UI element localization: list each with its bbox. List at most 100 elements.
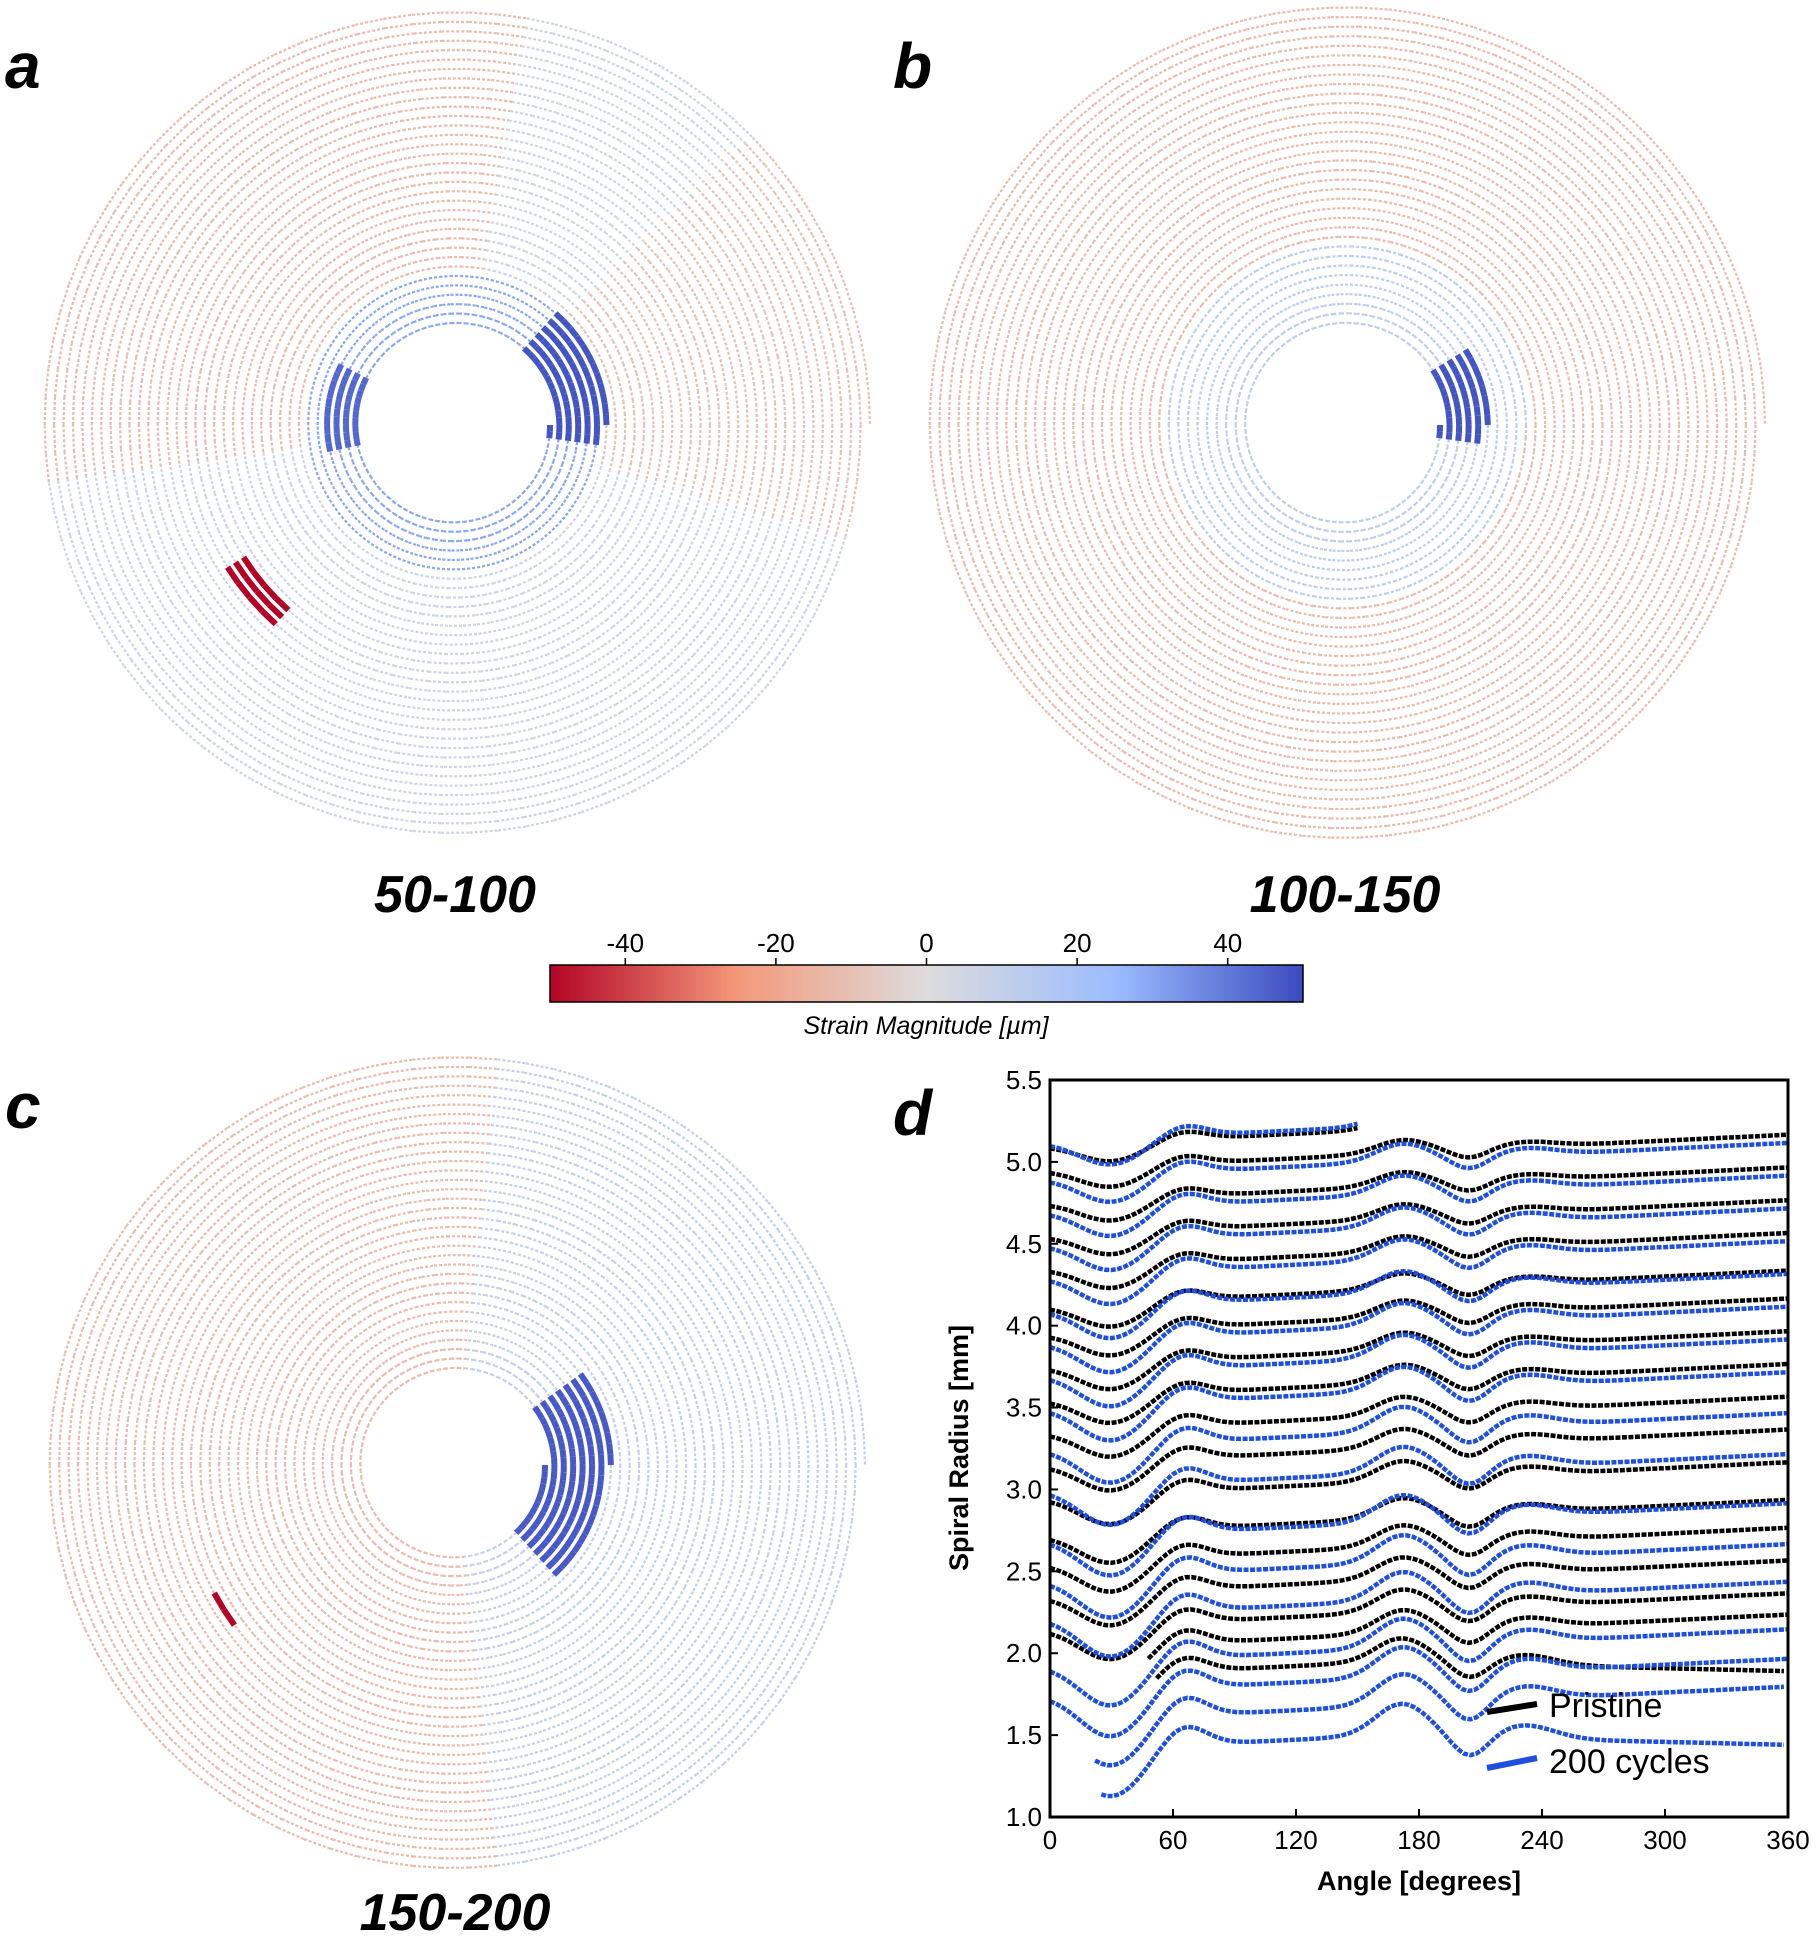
spiral-segment [1199, 455, 1205, 466]
spiral-segment [1163, 625, 1180, 639]
spiral-segment [482, 533, 492, 539]
spiral-segment [734, 385, 739, 406]
spiral-segment [308, 723, 331, 735]
spiral-segment [540, 368, 550, 378]
spiral-segment [1571, 550, 1583, 568]
spiral-segment [1371, 170, 1390, 175]
spiral-segment [729, 301, 740, 323]
spiral-segment [1572, 359, 1579, 376]
spiral-segment [183, 568, 197, 588]
spiral-segment [1197, 445, 1203, 456]
spiral-segment [1414, 522, 1423, 530]
spiral-segment [249, 483, 257, 498]
spiral-segment [1509, 572, 1522, 586]
spiral-segment [1412, 628, 1429, 637]
spiral-segment [1537, 596, 1552, 613]
spiral-segment [663, 540, 674, 557]
spiral-segment [736, 424, 740, 445]
spiral-segment [1235, 472, 1242, 481]
spiral-segment [403, 714, 425, 720]
spiral-segment [1536, 284, 1548, 300]
spiral-segment [1197, 502, 1206, 514]
spiral-segment [1053, 384, 1058, 405]
spiral-segment [1112, 264, 1126, 282]
spiral-segment [1288, 281, 1300, 288]
spiral-segment [1274, 276, 1286, 284]
spiral-segment [1521, 506, 1530, 520]
spiral-segment [750, 208, 768, 232]
spiral-segment [260, 608, 278, 627]
spiral-segment [1374, 513, 1382, 519]
spiral-segment [474, 612, 489, 617]
spiral-segment [358, 383, 367, 392]
spiral-segment [421, 105, 444, 110]
spiral-segment [1250, 327, 1259, 336]
spiral-segment [1063, 385, 1068, 406]
spiral-segment [616, 267, 629, 281]
spiral-segment [459, 284, 470, 288]
spiral-segment [746, 559, 759, 581]
spiral-segment [508, 553, 519, 560]
spiral-segment [225, 763, 252, 780]
spiral-segment [639, 187, 657, 203]
spiral-segment [713, 543, 724, 564]
spiral-segment [513, 540, 523, 547]
spiral-segment [1230, 592, 1244, 603]
spiral-segment [610, 483, 617, 495]
spiral-segment [406, 696, 427, 701]
spiral-segment [1555, 541, 1566, 558]
spiral-segment [509, 254, 523, 262]
spiral-segment [431, 518, 439, 523]
spiral-segment [1364, 236, 1378, 241]
spiral-segment [493, 788, 520, 795]
spiral-segment [532, 307, 543, 316]
spiral-segment [1241, 461, 1247, 470]
spiral-segment [790, 302, 801, 327]
spiral-segment [359, 493, 366, 502]
spiral-segment [766, 197, 784, 222]
spiral-segment [210, 576, 224, 595]
spiral-segment [1402, 562, 1413, 569]
spiral-segment [1562, 409, 1566, 426]
spiral-segment [1276, 542, 1286, 549]
spiral-segment [599, 171, 619, 185]
spiral-segment [835, 536, 847, 565]
spiral-segment [329, 230, 344, 241]
spiral-segment [581, 366, 591, 378]
spiral-segment [1482, 500, 1490, 512]
spiral-segment [262, 637, 280, 652]
spiral-segment [599, 456, 605, 468]
spiral-segment [543, 374, 553, 385]
spiral-segment [1468, 505, 1476, 516]
spiral-segment [346, 386, 355, 396]
spiral-segment [831, 344, 839, 372]
spiral-segment [328, 530, 338, 540]
spiral-segment [491, 627, 507, 633]
spiral-segment [339, 623, 355, 633]
spiral-segment [1113, 527, 1124, 544]
spiral-segment [758, 593, 774, 616]
spiral-segment [330, 501, 338, 512]
spiral-segment [713, 521, 723, 541]
spiral-segment [1087, 560, 1100, 580]
spiral-segment [1572, 529, 1582, 547]
spiral-segment [542, 206, 559, 216]
spiral-segment [1245, 270, 1257, 279]
spiral-segment [623, 628, 640, 643]
spiral-segment [325, 614, 341, 626]
spiral-segment [1533, 411, 1537, 426]
spiral-segment [1582, 251, 1596, 270]
spiral-segment [1551, 395, 1556, 411]
spiral-segment [1608, 387, 1613, 407]
spiral-segment [137, 204, 154, 228]
spiral-segment [1454, 408, 1462, 418]
spiral-segment [1158, 437, 1163, 451]
spiral-segment [331, 606, 346, 617]
spiral-segment [268, 477, 275, 492]
spiral-segment [1540, 259, 1554, 275]
spiral-segment [491, 569, 503, 575]
spiral-segment [590, 362, 600, 375]
spiral-segment [536, 670, 556, 680]
spiral-segment [539, 350, 549, 361]
spiral-segment [577, 534, 588, 545]
